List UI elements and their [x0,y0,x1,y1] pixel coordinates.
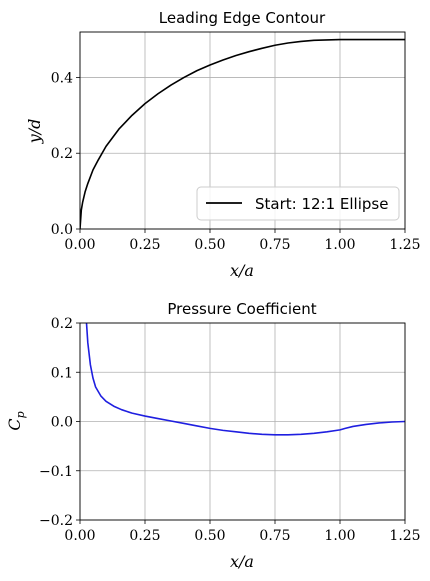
y-axis-label: y/d [25,119,44,145]
x-tick-label: 1.25 [389,237,420,253]
y-tick-label: 0.2 [51,316,73,332]
y-tick-label: 0.0 [51,222,73,238]
y-axis-label-subscript: p [14,411,27,418]
x-tick-label: 1.25 [389,528,420,544]
x-tick-label: 0.50 [194,237,225,253]
y-ticks: −0.2 −0.1 0.0 0.1 0.2 [39,316,80,529]
chart-title: Leading Edge Contour [159,9,326,27]
legend-label: Start: 12:1 Ellipse [255,195,388,213]
x-tick-label: 0.25 [129,528,160,544]
leading-edge-contour-chart: Leading Edge Contour 0.00 0.25 0.50 0.75 1.0… [25,9,421,280]
y-tick-label: −0.1 [39,464,73,480]
y-tick-label: 0.2 [51,146,73,162]
x-tick-label: 0.00 [64,237,95,253]
x-tick-label: 0.75 [259,528,290,544]
series-lines [80,38,405,229]
x-tick-label: 1.00 [324,528,355,544]
legend-box [196,186,400,221]
x-tick-label: 0.00 [64,528,95,544]
x-ticks: 0.00 0.25 0.50 0.75 1.00 1.25 [64,520,421,544]
x-tick-label: 0.50 [194,528,225,544]
legend: Start: 12:1 Ellipse [196,186,400,221]
series-line [85,323,405,436]
y-tick-label: 0.1 [51,365,73,381]
chart-title: Pressure Coefficient [167,300,316,318]
pressure-coefficient-chart: Pressure Coefficient 0.00 0.25 0.50 0.75 1.0… [5,300,421,571]
x-ticks: 0.00 0.25 0.50 0.75 1.00 1.25 [64,229,421,253]
x-axis-label: x/a [230,552,254,571]
x-tick-label: 0.25 [129,237,160,253]
y-axis-label-main: C [5,418,24,430]
y-tick-label: 0.4 [51,70,73,86]
y-ticks: 0.0 0.2 0.4 [51,70,80,238]
y-tick-label: −0.2 [39,513,73,529]
x-axis-label: x/a [230,261,254,280]
x-tick-label: 0.75 [259,237,290,253]
series-lines [85,323,405,436]
grid [79,322,406,521]
x-tick-label: 1.00 [324,237,355,253]
series-line [80,38,405,229]
plot-frame [79,31,406,230]
y-tick-label: 0.0 [51,415,73,431]
y-axis-label: Cp [5,411,27,430]
